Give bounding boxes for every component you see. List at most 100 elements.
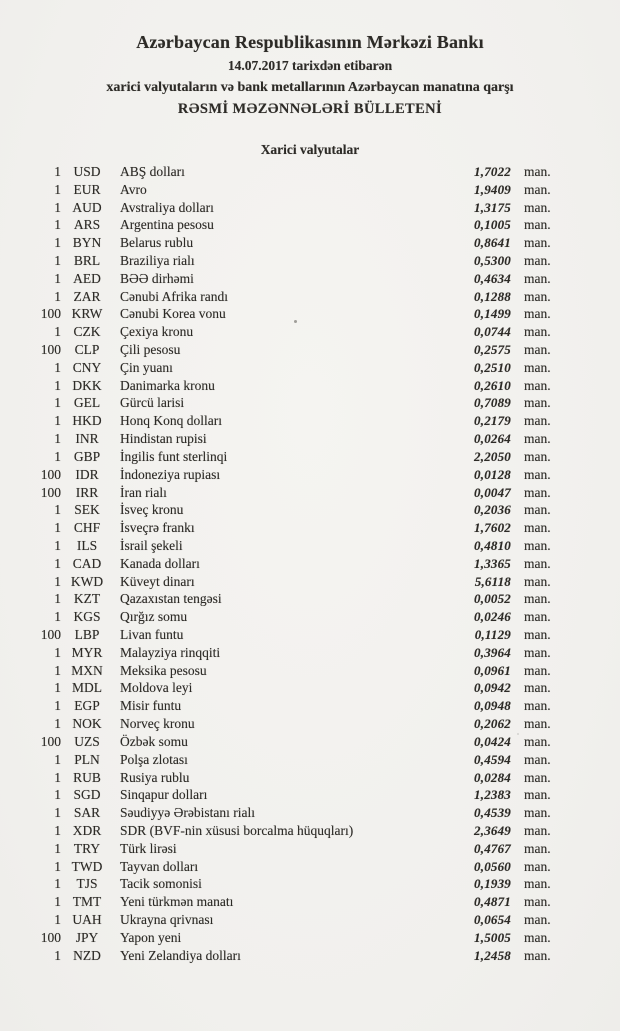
unit-label: man. <box>524 555 551 571</box>
rate-value: 1,9409 <box>474 181 511 197</box>
currency-name: Braziliya rialı <box>120 252 195 268</box>
nominal-value: 1 <box>54 947 61 963</box>
currency-name: Sinqapur dolları <box>120 787 208 803</box>
currency-name: Malayziya rinqqiti <box>120 644 221 660</box>
unit-label: man. <box>524 413 551 429</box>
rate-row: 1 ARS Argentina pesosu 0,1005 man. <box>0 216 620 234</box>
currency-code: MYR <box>71 644 103 660</box>
currency-code: CAD <box>72 555 102 571</box>
currency-code: LBP <box>74 627 100 643</box>
nominal-value: 1 <box>54 537 61 553</box>
nominal-value: 1 <box>54 395 61 411</box>
unit-label: man. <box>524 252 551 268</box>
currency-code: JPY <box>75 929 99 945</box>
unit-label: man. <box>524 359 551 375</box>
section-title-foreign-currencies: Xarici valyutalar <box>260 142 360 157</box>
currency-code: TJS <box>76 876 98 892</box>
currency-name: Polşa zlotası <box>120 751 188 767</box>
currency-name: İsveçrə frankı <box>120 520 195 536</box>
unit-label: man. <box>524 163 551 179</box>
document-header: Azərbaycan Respublikasının Mərkəzi Bankı… <box>0 31 620 119</box>
currency-name: Qırğız somu <box>120 609 188 625</box>
unit-label: man. <box>524 733 551 749</box>
rate-value: 0,0246 <box>474 609 511 625</box>
unit-label: man. <box>524 662 551 678</box>
nominal-value: 1 <box>54 448 61 464</box>
nominal-value: 1 <box>54 235 61 251</box>
currency-code: AED <box>73 270 101 286</box>
currency-code: GBP <box>73 448 101 464</box>
nominal-value: 1 <box>54 163 61 179</box>
rate-value: 0,0961 <box>474 662 511 678</box>
nominal-value: 1 <box>54 555 61 571</box>
unit-label: man. <box>524 698 551 714</box>
rate-value: 0,0047 <box>474 484 511 500</box>
rate-value: 0,0948 <box>474 698 511 714</box>
nominal-value: 100 <box>40 306 61 322</box>
rate-row: 1 SGD Sinqapur dolları 1,2383 man. <box>0 786 620 804</box>
unit-label: man. <box>524 502 551 518</box>
currency-code: SAR <box>73 805 101 821</box>
rate-row: 1 NOK Norveç kronu 0,2062 man. <box>0 715 620 733</box>
rate-value: 0,7089 <box>474 395 511 411</box>
currency-name: Ukrayna qrivnası <box>120 912 214 928</box>
unit-label: man. <box>524 270 551 286</box>
currency-code: ILS <box>76 537 98 553</box>
currency-code: CZK <box>73 324 101 340</box>
unit-label: man. <box>524 235 551 251</box>
unit-label: man. <box>524 217 551 233</box>
currency-name: Norveç kronu <box>120 716 195 732</box>
bulletin-title: RƏSMİ MƏZƏNNƏLƏRİ BÜLLETENİ <box>177 101 443 117</box>
rate-value: 0,4539 <box>474 805 511 821</box>
currency-code: RUB <box>73 769 101 785</box>
rate-row: 1 AUD Avstraliya dolları 1,3175 man. <box>0 199 620 217</box>
currency-code: SGD <box>73 787 101 803</box>
unit-label: man. <box>524 751 551 767</box>
rate-row: 1 MYR Malayziya rinqqiti 0,3964 man. <box>0 644 620 662</box>
rate-row: 1 RUB Rusiya rublu 0,0284 man. <box>0 769 620 787</box>
rate-row: 1 AED BƏƏ dirhəmi 0,4634 man. <box>0 270 620 288</box>
unit-label: man. <box>524 894 551 910</box>
bulletin-document: Azərbaycan Respublikasının Mərkəzi Bankı… <box>0 31 620 1031</box>
nominal-value: 1 <box>54 217 61 233</box>
rate-value: 0,4767 <box>474 840 511 856</box>
currency-code: CNY <box>72 359 102 375</box>
rate-row: 1 KGS Qırğız somu 0,0246 man. <box>0 608 620 626</box>
currency-code: GEL <box>73 395 101 411</box>
currency-code: PLN <box>74 751 100 767</box>
rate-value: 0,1005 <box>474 217 511 233</box>
rate-row: 1 CZK Çexiya kronu 0,0744 man. <box>0 323 620 341</box>
currency-code: KGS <box>73 609 101 625</box>
currency-code: AUD <box>72 199 102 215</box>
rate-row: 1 NZD Yeni Zelandiya dolları 1,2458 man. <box>0 947 620 965</box>
currency-code: KRW <box>71 306 103 322</box>
currency-name: Avro <box>120 181 147 197</box>
unit-label: man. <box>524 769 551 785</box>
rate-row: 100 IRR İran rialı 0,0047 man. <box>0 484 620 502</box>
rate-value: 0,0560 <box>474 858 511 874</box>
currency-code: TMT <box>72 894 102 910</box>
nominal-value: 100 <box>40 733 61 749</box>
nominal-value: 1 <box>54 324 61 340</box>
unit-label: man. <box>524 342 551 358</box>
currency-name: Hindistan rupisi <box>120 431 207 447</box>
currency-code: NOK <box>72 716 102 732</box>
rate-value: 1,3365 <box>474 555 511 571</box>
rate-row: 1 TMT Yeni türkmən manatı 0,4871 man. <box>0 893 620 911</box>
nominal-value: 1 <box>54 662 61 678</box>
currency-name: Moldova leyi <box>120 680 193 696</box>
nominal-value: 1 <box>54 858 61 874</box>
rate-value: 0,2062 <box>474 716 511 732</box>
nominal-value: 100 <box>40 466 61 482</box>
nominal-value: 1 <box>54 876 61 892</box>
currency-code: DKK <box>72 377 102 393</box>
unit-label: man. <box>524 876 551 892</box>
rate-value: 0,3964 <box>474 644 511 660</box>
currency-code: KWD <box>70 573 104 589</box>
rate-value: 0,1129 <box>474 627 511 643</box>
rate-value: 0,2575 <box>474 342 511 358</box>
nominal-value: 1 <box>54 698 61 714</box>
unit-label: man. <box>524 484 551 500</box>
nominal-value: 1 <box>54 912 61 928</box>
rate-row: 1 XDR SDR (BVF-nin xüsusi borcalma hüquq… <box>0 822 620 840</box>
